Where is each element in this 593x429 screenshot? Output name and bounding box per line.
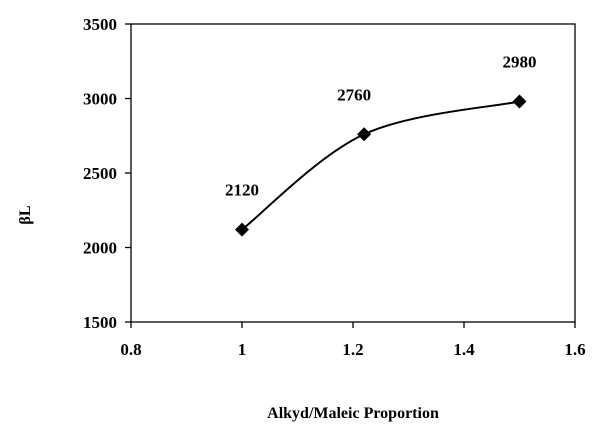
x-tick-label: 1.6	[564, 340, 585, 359]
x-axis-title: Alkyd/Maleic Proportion	[267, 405, 439, 422]
data-label: 2980	[503, 52, 537, 71]
y-tick-label: 2500	[83, 164, 117, 183]
data-point-marker	[357, 127, 372, 142]
y-tick-label: 2000	[83, 239, 117, 258]
x-axis-ticks: 0.8 1 1.2 1.4 1.6	[120, 322, 586, 359]
data-label: 2760	[337, 85, 371, 104]
y-axis-title: βL	[17, 205, 34, 224]
data-labels: 2120 2760 2980	[225, 52, 537, 199]
series-line	[241, 100, 520, 231]
data-point-marker	[512, 94, 527, 109]
y-tick-label: 3500	[83, 15, 117, 34]
x-tick-label: 1.2	[342, 340, 363, 359]
data-label: 2120	[225, 181, 259, 200]
y-tick-label: 3000	[83, 90, 117, 109]
y-tick-label: 1500	[83, 313, 117, 332]
x-tick-label: 1.4	[453, 340, 475, 359]
data-point-marker	[235, 222, 249, 237]
series-layer	[235, 94, 527, 237]
x-tick-label: 0.8	[120, 340, 141, 359]
x-tick-label: 1	[238, 340, 247, 359]
y-axis-ticks: 1500 2000 2500 3000 3500	[83, 15, 131, 332]
